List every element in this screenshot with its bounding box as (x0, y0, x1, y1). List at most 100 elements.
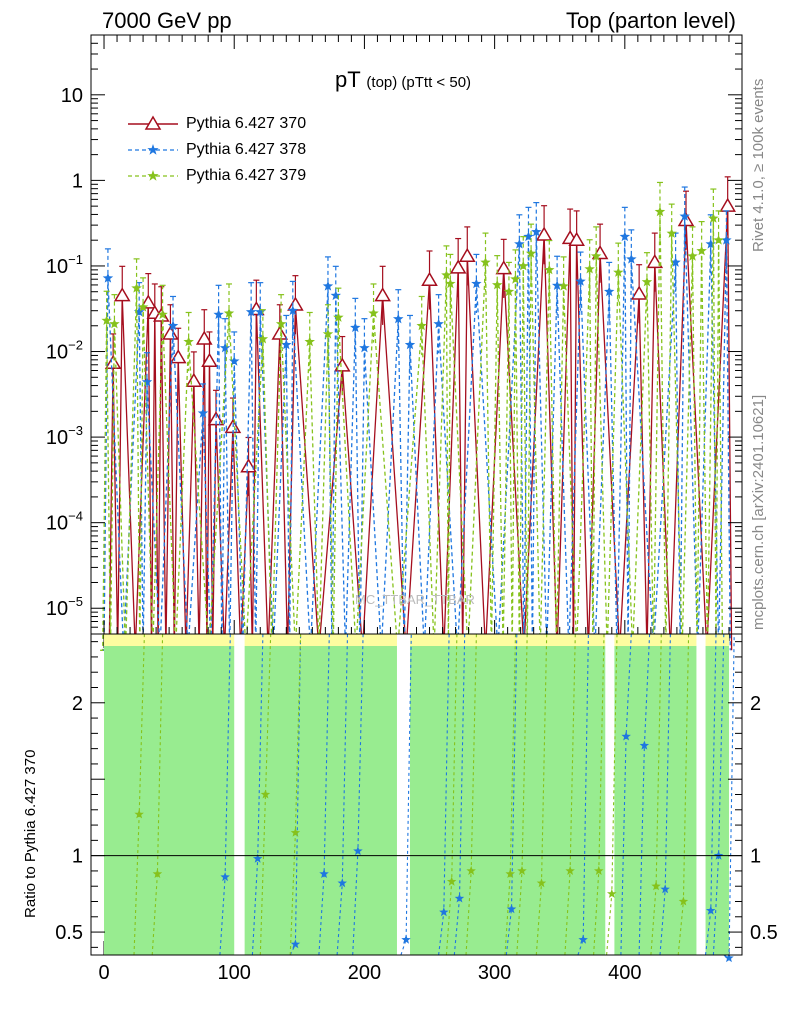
ratio-y-tick-label-right: 1 (750, 846, 761, 868)
ratio-point-star (220, 872, 230, 882)
data-point-star (480, 256, 491, 267)
data-point-star (441, 269, 452, 280)
legend-marker-star-icon (128, 170, 178, 181)
x-tick-label: 300 (478, 962, 511, 984)
data-point-triangle (719, 197, 736, 212)
ratio-point-star (290, 827, 301, 837)
data-point-star (523, 231, 534, 242)
data-point-star (492, 279, 503, 290)
data-point-star (604, 286, 615, 297)
main-panel: 10−5 10−4 10−3 10−2 10−1 1 10 (46, 34, 743, 955)
y-tick-label: 1 (72, 170, 83, 192)
data-point-star (590, 250, 602, 261)
data-point-triangle (449, 259, 467, 274)
data-point-star (223, 307, 235, 318)
data-point-star (619, 231, 631, 242)
ratio-point-star (724, 953, 734, 963)
data-point-triangle (169, 349, 187, 364)
x-tick-label: 200 (348, 962, 381, 984)
series-line-0 (106, 206, 733, 651)
header-right: Top (parton level) (566, 8, 736, 33)
data-point-star (708, 212, 719, 223)
plot-title: pT (top) (pTtt < 50) (335, 67, 471, 93)
data-point-star (518, 260, 529, 271)
ratio-point-star (319, 869, 329, 878)
ratio-point-star (252, 853, 263, 863)
data-point-triangle (630, 285, 648, 300)
ratio-point-star (621, 731, 631, 741)
data-point-triangle (139, 294, 157, 309)
x-tick-label: 400 (608, 962, 641, 984)
data-point-star (696, 245, 707, 256)
data-point-star (350, 322, 361, 333)
legend-entry-378: Pythia 6.427 378 (128, 137, 306, 163)
data-point-star (705, 238, 716, 249)
data-point-star (670, 256, 681, 267)
ratio-point-star (578, 934, 588, 944)
data-point-triangle (271, 325, 289, 340)
data-point-star (721, 234, 732, 245)
data-point-star (167, 320, 179, 331)
data-point-triangle (421, 271, 438, 287)
plot-title-sub: (top) (pTtt < 50) (366, 74, 472, 91)
data-point-star (416, 320, 427, 331)
rivet-label: Rivet 4.1.0, ≥ 100k events (750, 78, 767, 252)
data-point-triangle (104, 354, 122, 369)
data-point-star (255, 306, 266, 317)
ratio-point-star (260, 789, 271, 799)
data-point-star (219, 342, 231, 353)
y-tick-label: 10−2 (46, 338, 83, 364)
ratio-point-star (134, 809, 144, 819)
x-tick-label: 0 (98, 962, 109, 984)
data-point-star (229, 355, 240, 366)
ratio-y-tick-label-left: 1 (72, 846, 83, 868)
plot-title-main: pT (335, 67, 361, 92)
data-point-star (359, 342, 370, 353)
ratio-point-star (565, 865, 575, 875)
ratio-point-star (536, 878, 547, 888)
data-point-star (287, 305, 298, 316)
data-point-triangle (333, 357, 351, 372)
data-point-triangle (240, 458, 257, 473)
legend-label-370: Pythia 6.427 370 (186, 115, 307, 132)
data-point-triangle (113, 287, 131, 302)
ratio-axis-label: Ratio to Pythia 6.427 370 (22, 749, 39, 918)
data-point-star (137, 301, 149, 312)
data-point-star (213, 309, 224, 320)
data-point-star (333, 312, 344, 322)
data-point-star (141, 376, 153, 387)
legend-entry-379: Pythia 6.427 379 (128, 163, 306, 189)
data-point-star (654, 206, 666, 217)
data-point-star (687, 250, 698, 261)
data-point-triangle (568, 231, 585, 246)
ratio-point-star (678, 896, 689, 906)
series-line-1 (101, 216, 731, 651)
ratio-band-inner (104, 646, 729, 955)
data-point-triangle (535, 226, 553, 241)
data-point-star (275, 318, 287, 329)
data-point-star (393, 313, 404, 324)
data-point-star (133, 306, 145, 317)
ratio-point-star (152, 869, 163, 878)
x-tick-label: 100 (218, 962, 251, 984)
mcplots-label: mcplots.cern.ch [arXiv:2401.10621] (750, 394, 767, 630)
ratio-band-gap (605, 634, 615, 955)
data-point-star (109, 318, 120, 329)
data-point-triangle (287, 296, 304, 311)
data-point-star (304, 336, 315, 347)
data-point-triangle (458, 247, 476, 262)
data-point-star (525, 248, 537, 258)
ratio-band-gap (696, 634, 706, 955)
ratio-y-tick-label-right: 2 (750, 693, 761, 715)
data-point-star (101, 315, 112, 325)
ratio-point-star (594, 865, 604, 875)
ratio-y-tick-label-right: 0.5 (750, 922, 778, 944)
ratio-point-star (337, 878, 347, 888)
data-point-star (510, 273, 521, 284)
data-point-star (157, 309, 168, 320)
ratio-point-star (517, 865, 527, 875)
data-point-star (445, 278, 456, 289)
data-point-triangle (201, 352, 218, 367)
data-point-star (641, 276, 653, 287)
